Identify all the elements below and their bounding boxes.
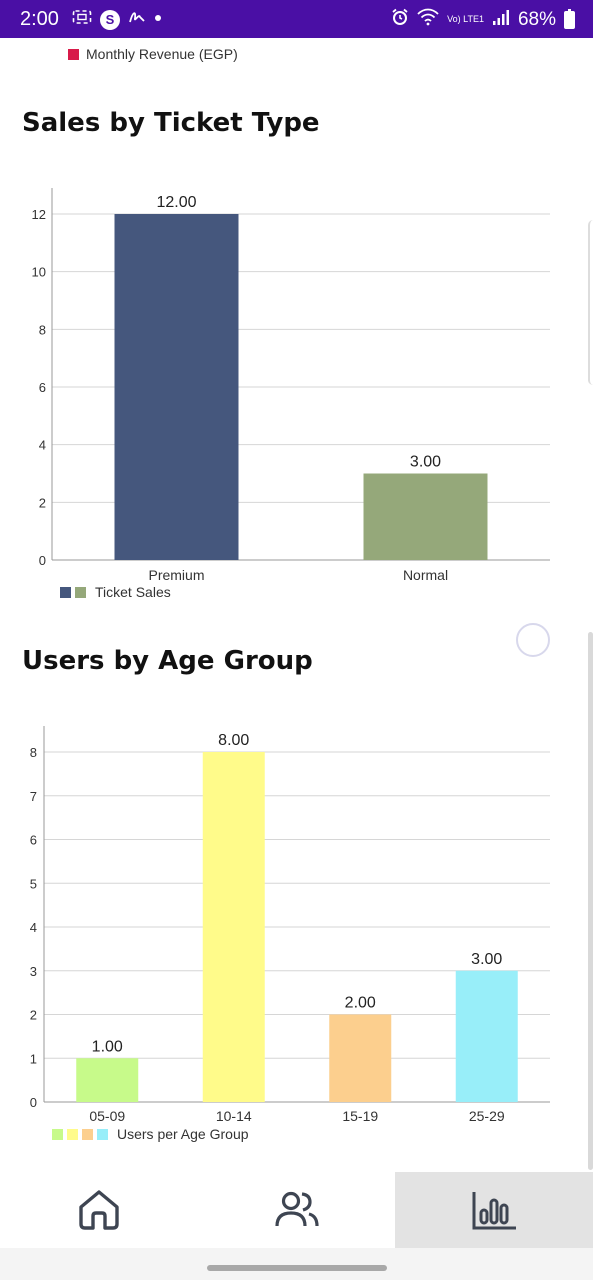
legend-label: Monthly Revenue (EGP) — [86, 46, 238, 62]
bar-25-29 — [455, 970, 518, 1102]
scrollbar[interactable] — [588, 632, 593, 1170]
bar-15-19 — [329, 1014, 392, 1102]
y-tick-label: 12 — [32, 207, 46, 222]
dot-icon — [154, 9, 162, 30]
y-tick-label: 1 — [30, 1051, 37, 1066]
ticket-sales-legend: Ticket Sales — [60, 584, 171, 600]
y-tick-label: 4 — [39, 438, 46, 453]
age-group-chart: 0 1 2 3 4 5 6 7 8 1.00 05-09 8.00 10-14 2.00 15-19 3.00… — [30, 726, 550, 1124]
legend-label: Ticket Sales — [95, 584, 171, 600]
network-label: Vo) LTE1 — [447, 14, 484, 24]
data-label: 2.00 — [345, 995, 376, 1012]
y-tick-label: 0 — [39, 553, 46, 568]
s-app-icon: S — [100, 9, 120, 30]
legend-label: Users per Age Group — [117, 1126, 249, 1142]
bottom-navigation — [0, 1172, 593, 1248]
data-label: 3.00 — [410, 454, 441, 471]
legend-swatch — [60, 586, 71, 598]
battery-percent: 68% — [517, 8, 556, 30]
y-tick-label: 7 — [30, 789, 37, 804]
y-tick-label: 8 — [39, 322, 46, 337]
legend-swatch — [68, 48, 79, 60]
y-tick-label: 4 — [30, 920, 37, 935]
signature-icon — [128, 9, 146, 30]
y-tick-label: 0 — [30, 1095, 37, 1110]
y-tick-label: 6 — [30, 833, 37, 848]
home-icon — [79, 1190, 119, 1230]
ticket-sales-chart: 0 2 4 6 8 10 12 12.00 Premium 3.00 Normal — [32, 188, 550, 583]
status-time: 2:00 — [20, 8, 59, 30]
y-tick-label: 5 — [30, 876, 37, 891]
home-indicator[interactable] — [207, 1265, 387, 1271]
x-tick-label: 25-29 — [469, 1108, 505, 1124]
status-bar: 2:00 S Vo) LTE1 68% — [0, 0, 593, 38]
y-tick-label: 2 — [30, 1008, 37, 1023]
x-tick-label: 05-09 — [89, 1108, 125, 1124]
data-label: 12.00 — [156, 194, 196, 211]
gesture-bar-area — [0, 1248, 593, 1280]
x-tick-label: Premium — [148, 567, 204, 583]
floating-circle-button[interactable] — [516, 623, 550, 657]
legend-swatch — [67, 1128, 78, 1140]
x-tick-label: 15-19 — [342, 1108, 378, 1124]
alarm-icon — [391, 8, 409, 31]
legend-swatch — [97, 1128, 108, 1140]
legend-swatch — [82, 1128, 93, 1140]
wifi-icon — [417, 8, 439, 31]
data-label: 8.00 — [218, 732, 249, 749]
users-icon — [274, 1191, 319, 1227]
battery-icon — [564, 8, 575, 29]
age-section-title: Users by Age Group — [22, 646, 313, 676]
nav-users[interactable] — [198, 1172, 396, 1248]
data-label: 3.00 — [471, 951, 502, 968]
nav-stats[interactable] — [395, 1172, 593, 1248]
data-label: 1.00 — [92, 1038, 123, 1055]
nav-home[interactable] — [0, 1172, 198, 1248]
y-tick-label: 8 — [30, 745, 37, 760]
bar-05-09 — [76, 1058, 139, 1102]
ticket-section-title: Sales by Ticket Type — [22, 108, 320, 138]
age-group-legend: Users per Age Group — [52, 1126, 249, 1142]
legend-swatch — [75, 586, 86, 598]
x-tick-label: Normal — [403, 567, 448, 583]
signal-icon — [492, 8, 510, 31]
y-tick-label: 3 — [30, 964, 37, 979]
legend-swatch — [52, 1128, 63, 1140]
y-tick-label: 2 — [39, 495, 46, 510]
screenshot-icon — [72, 9, 92, 30]
y-tick-label: 10 — [32, 265, 46, 280]
y-tick-label: 6 — [39, 380, 46, 395]
bar-10-14 — [202, 752, 265, 1102]
scroll-edge — [588, 220, 593, 385]
x-tick-label: 10-14 — [216, 1108, 252, 1124]
monthly-revenue-legend: Monthly Revenue (EGP) — [68, 46, 238, 62]
bar-Premium — [114, 214, 239, 560]
bar-chart-icon — [472, 1192, 517, 1230]
bar-Normal — [363, 473, 488, 560]
